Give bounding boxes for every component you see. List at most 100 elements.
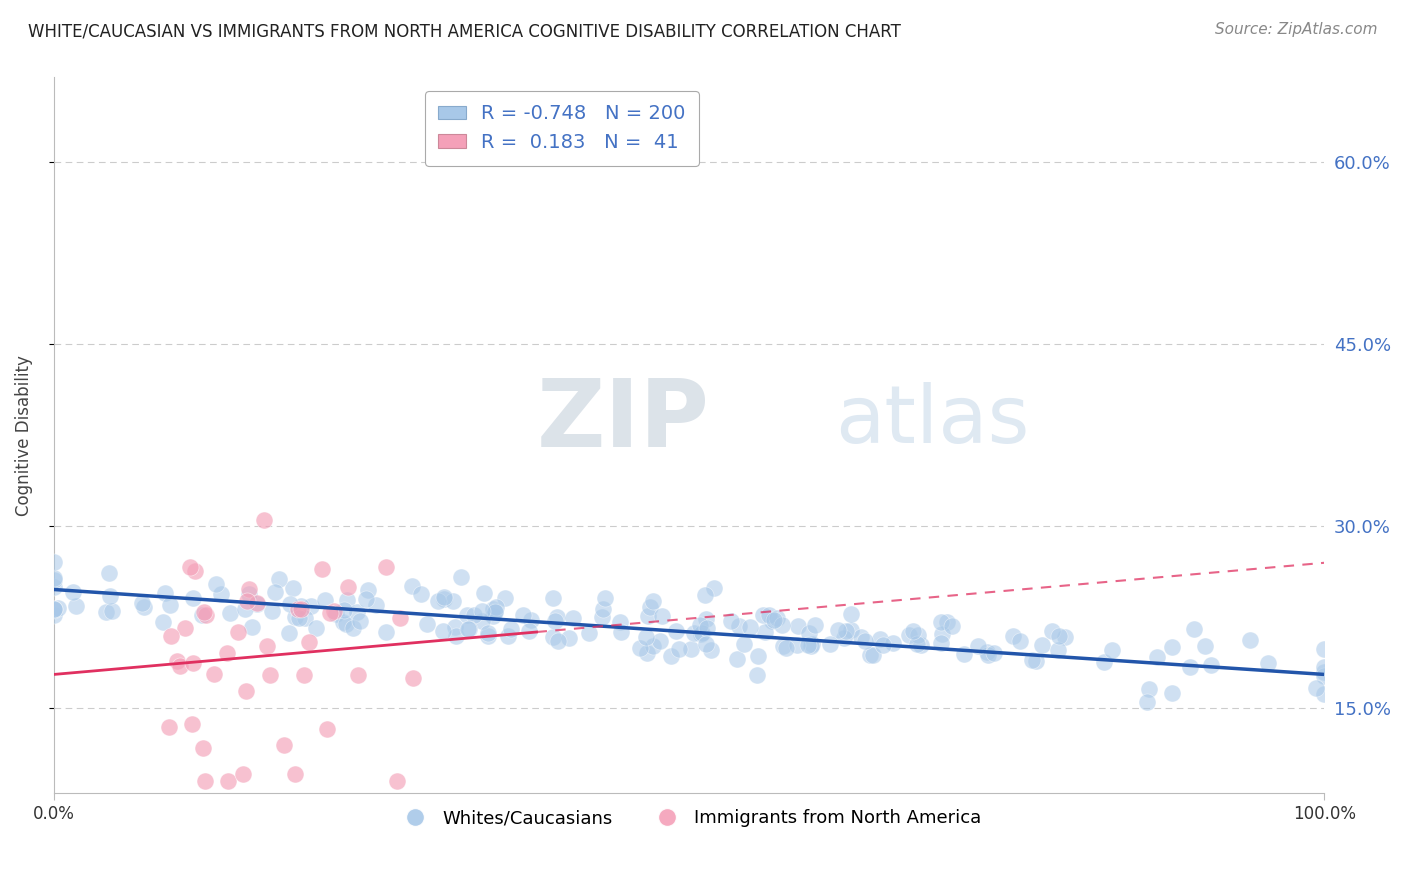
Point xyxy=(98,566,121,580)
Point xyxy=(1160,686,1182,700)
Point xyxy=(245,596,267,610)
Point xyxy=(42,555,65,569)
Point xyxy=(485,599,508,614)
Point xyxy=(796,638,818,652)
Point xyxy=(628,641,651,656)
Point xyxy=(287,611,309,625)
Point xyxy=(65,599,87,613)
Point xyxy=(1010,634,1032,648)
Point xyxy=(679,642,702,657)
Point xyxy=(849,630,872,644)
Point xyxy=(441,594,464,608)
Point xyxy=(233,602,256,616)
Point xyxy=(332,615,354,630)
Point xyxy=(690,626,713,640)
Point xyxy=(256,639,278,653)
Point xyxy=(690,627,713,641)
Point xyxy=(664,624,686,638)
Point xyxy=(512,607,534,622)
Point xyxy=(804,618,827,632)
Point xyxy=(218,606,240,620)
Point xyxy=(832,632,855,646)
Point xyxy=(269,573,291,587)
Point xyxy=(901,624,924,639)
Point xyxy=(253,513,276,527)
Point xyxy=(659,648,682,663)
Point xyxy=(166,654,188,668)
Point xyxy=(342,622,364,636)
Point xyxy=(728,618,751,632)
Point xyxy=(42,608,65,623)
Point xyxy=(153,585,176,599)
Point xyxy=(562,611,585,625)
Point xyxy=(976,645,998,659)
Point xyxy=(745,668,768,682)
Point xyxy=(246,598,269,612)
Point xyxy=(1092,655,1115,669)
Point xyxy=(433,591,456,606)
Point xyxy=(205,577,228,591)
Point xyxy=(357,583,380,598)
Point xyxy=(426,594,449,608)
Point xyxy=(273,738,295,752)
Point xyxy=(1194,639,1216,653)
Point xyxy=(1160,640,1182,654)
Point xyxy=(157,721,180,735)
Point xyxy=(94,605,117,619)
Point xyxy=(456,608,478,623)
Point xyxy=(349,614,371,628)
Point xyxy=(651,608,673,623)
Point xyxy=(262,604,284,618)
Point xyxy=(751,608,773,623)
Point xyxy=(983,646,1005,660)
Point xyxy=(471,614,494,628)
Point xyxy=(650,634,672,648)
Point xyxy=(872,638,894,652)
Point xyxy=(907,628,929,642)
Point xyxy=(179,560,201,574)
Point xyxy=(180,717,202,731)
Point xyxy=(700,643,723,657)
Point xyxy=(190,608,212,623)
Point xyxy=(484,604,506,618)
Point xyxy=(775,641,797,656)
Point xyxy=(318,606,340,620)
Point xyxy=(1313,668,1336,682)
Point xyxy=(519,613,541,627)
Point xyxy=(839,623,862,637)
Point xyxy=(1180,660,1202,674)
Point xyxy=(226,624,249,639)
Point xyxy=(869,632,891,646)
Point xyxy=(401,579,423,593)
Point xyxy=(209,586,232,600)
Point xyxy=(42,580,65,594)
Point xyxy=(634,630,657,644)
Point xyxy=(374,560,396,574)
Point xyxy=(738,620,761,634)
Point xyxy=(609,615,631,630)
Point xyxy=(444,620,467,634)
Point xyxy=(181,657,204,671)
Point xyxy=(46,600,69,615)
Point xyxy=(1025,654,1047,668)
Legend: Whites/Caucasians, Immigrants from North America: Whites/Caucasians, Immigrants from North… xyxy=(389,802,988,834)
Point xyxy=(101,604,124,618)
Point xyxy=(683,625,706,640)
Point xyxy=(591,610,613,624)
Point xyxy=(1146,649,1168,664)
Point xyxy=(472,586,495,600)
Point xyxy=(754,624,776,639)
Point xyxy=(1047,629,1070,643)
Point xyxy=(287,602,309,616)
Point xyxy=(609,625,631,640)
Point xyxy=(1101,642,1123,657)
Point xyxy=(290,601,312,615)
Point xyxy=(941,619,963,633)
Point xyxy=(641,594,664,608)
Point xyxy=(638,599,661,614)
Point xyxy=(1201,658,1223,673)
Point xyxy=(457,622,479,636)
Point xyxy=(787,619,810,633)
Point xyxy=(1257,656,1279,670)
Point xyxy=(232,767,254,781)
